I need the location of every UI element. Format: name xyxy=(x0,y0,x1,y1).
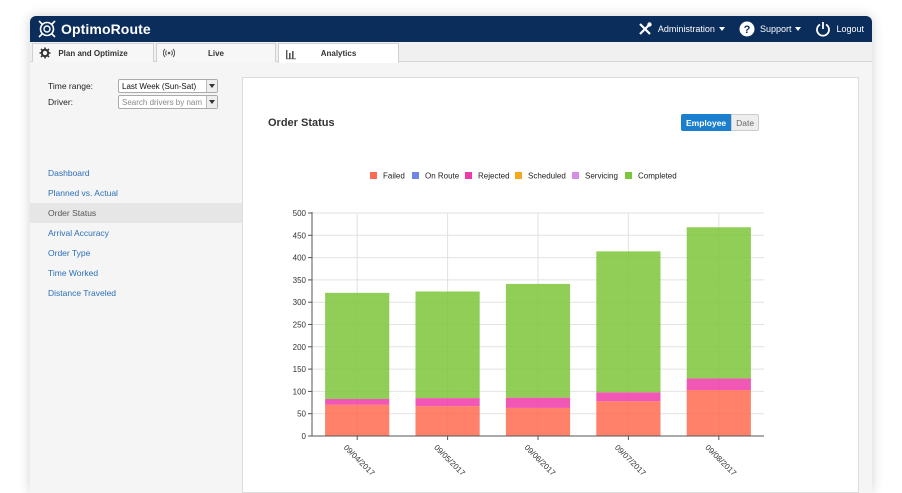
bar-failed-2 xyxy=(415,406,480,436)
broadcast-icon xyxy=(163,48,175,58)
help-icon: ? xyxy=(739,21,755,37)
logo[interactable]: OptimoRoute xyxy=(37,19,151,39)
legend-swatch-failed xyxy=(370,172,377,179)
tab-analytics[interactable]: Analytics xyxy=(278,43,399,63)
y-tick-label: 200 xyxy=(293,343,307,352)
bar-failed-4 xyxy=(596,401,661,436)
support-menu[interactable]: ? Support xyxy=(739,21,802,37)
top-nav: Administration ? Support Logout xyxy=(623,16,864,42)
report-menu: Dashboard Planned vs. Actual Order Statu… xyxy=(30,163,242,303)
menu-item-planned-vs-actual[interactable]: Planned vs. Actual xyxy=(48,188,118,198)
legend-label-scheduled: Scheduled xyxy=(528,172,566,181)
tools-icon xyxy=(639,22,652,35)
y-tick-label: 250 xyxy=(293,321,307,330)
menu-item-arrival-accuracy[interactable]: Arrival Accuracy xyxy=(48,228,109,238)
bar-completed-4 xyxy=(596,251,661,393)
x-tick-label: 09/07/2017 xyxy=(613,443,648,478)
menu-item-time-worked[interactable]: Time Worked xyxy=(48,268,99,278)
legend-swatch-completed xyxy=(625,172,632,179)
legend-label-on-route: On Route xyxy=(425,172,460,181)
y-tick-label: 500 xyxy=(293,209,307,218)
bar-rejected-4 xyxy=(596,392,661,402)
y-tick-label: 450 xyxy=(293,231,307,240)
x-tick-label: 09/08/2017 xyxy=(703,443,738,478)
x-tick-label: 09/04/2017 xyxy=(342,443,377,478)
tab-label: Live xyxy=(207,48,224,58)
time-range-value: Last Week (Sun-Sat) xyxy=(122,81,197,91)
power-icon xyxy=(816,22,831,37)
svg-text:?: ? xyxy=(744,24,751,36)
app-window: OptimoRoute Administration ? Support xyxy=(30,16,872,493)
menu-item-dashboard[interactable]: Dashboard xyxy=(48,168,90,178)
bar-completed-1 xyxy=(325,292,390,399)
y-tick-label: 150 xyxy=(293,365,307,374)
page-title: Order Status xyxy=(268,117,335,129)
legend-swatch-on-route xyxy=(412,172,419,179)
time-range-label: Time range: xyxy=(48,81,94,91)
toggle-date-button[interactable]: Date xyxy=(731,114,760,131)
legend-label-rejected: Rejected xyxy=(478,172,510,181)
legend-swatch-rejected xyxy=(465,172,472,179)
bar-chart-icon xyxy=(286,49,296,59)
tab-plan-and-optimize[interactable]: Plan and Optimize xyxy=(32,43,154,62)
toggle-employee-button[interactable]: Employee xyxy=(681,114,732,131)
bar-completed-5 xyxy=(686,227,751,379)
menu-item-distance-traveled[interactable]: Distance Traveled xyxy=(48,288,117,298)
x-tick-label: 09/06/2017 xyxy=(523,443,558,478)
legend-label-completed: Completed xyxy=(638,172,677,181)
menu-item-order-type[interactable]: Order Type xyxy=(48,248,91,258)
main-panel: Order Status Employee Date Failed On Rout… xyxy=(242,77,859,493)
bar-completed-2 xyxy=(415,291,480,399)
x-tick-label: 09/05/2017 xyxy=(432,443,467,478)
driver-label: Driver: xyxy=(48,97,74,107)
driver-search-placeholder: Search drivers by nam xyxy=(122,97,203,107)
driver-row: Driver: Search drivers by nam xyxy=(48,95,218,109)
app-name: OptimoRoute xyxy=(61,21,151,37)
legend-swatch-scheduled xyxy=(515,172,522,179)
gear-icon xyxy=(39,47,51,59)
y-tick-label: 300 xyxy=(293,298,307,307)
order-status-chart: Failed On Route Rejected Scheduled Servicing… xyxy=(293,172,764,478)
logout-label: Logout xyxy=(836,24,864,34)
bar-failed-1 xyxy=(325,404,390,436)
chevron-down-icon[interactable] xyxy=(206,96,217,108)
time-range-row: Time range: Last Week (Sun-Sat) xyxy=(48,79,218,93)
y-tick-label: 0 xyxy=(302,432,307,441)
tab-label: Plan and Optimize xyxy=(58,48,128,58)
y-tick-label: 400 xyxy=(293,254,307,263)
optimoroute-logo-icon xyxy=(38,20,56,38)
legend-label-failed: Failed xyxy=(383,172,405,181)
chevron-down-icon xyxy=(795,27,802,31)
menu-item-order-status[interactable]: Order Status xyxy=(30,203,242,223)
y-tick-label: 350 xyxy=(293,276,307,285)
chevron-down-icon[interactable] xyxy=(206,80,217,92)
bar-rejected-3 xyxy=(505,397,571,408)
bar-failed-5 xyxy=(686,390,751,436)
bar-rejected-2 xyxy=(415,398,480,407)
administration-label: Administration xyxy=(657,24,715,34)
legend-swatch-servicing xyxy=(572,172,579,179)
administration-menu[interactable]: Administration xyxy=(637,21,725,37)
bar-completed-3 xyxy=(505,283,571,398)
tab-live[interactable]: Live xyxy=(156,43,276,62)
support-label: Support xyxy=(759,24,792,34)
tab-bar: Plan and Optimize Live Analytics xyxy=(30,42,872,63)
y-tick-label: 50 xyxy=(297,410,306,419)
top-bar: OptimoRoute Administration ? Support xyxy=(30,16,872,42)
bar-rejected-1 xyxy=(325,398,390,405)
bar-rejected-5 xyxy=(686,378,751,391)
time-range-select[interactable]: Last Week (Sun-Sat) xyxy=(118,79,218,93)
y-tick-label: 100 xyxy=(293,387,307,396)
bar-failed-3 xyxy=(505,407,571,436)
tab-label: Analytics xyxy=(320,49,357,58)
chevron-down-icon xyxy=(718,27,725,31)
sidebar: Time range: Last Week (Sun-Sat) Driver: … xyxy=(30,63,242,493)
view-toggle: Employee Date xyxy=(681,114,760,131)
logout-button[interactable]: Logout xyxy=(815,21,864,37)
legend-label-servicing: Servicing xyxy=(585,172,618,181)
driver-search-input[interactable]: Search drivers by nam xyxy=(118,95,218,109)
